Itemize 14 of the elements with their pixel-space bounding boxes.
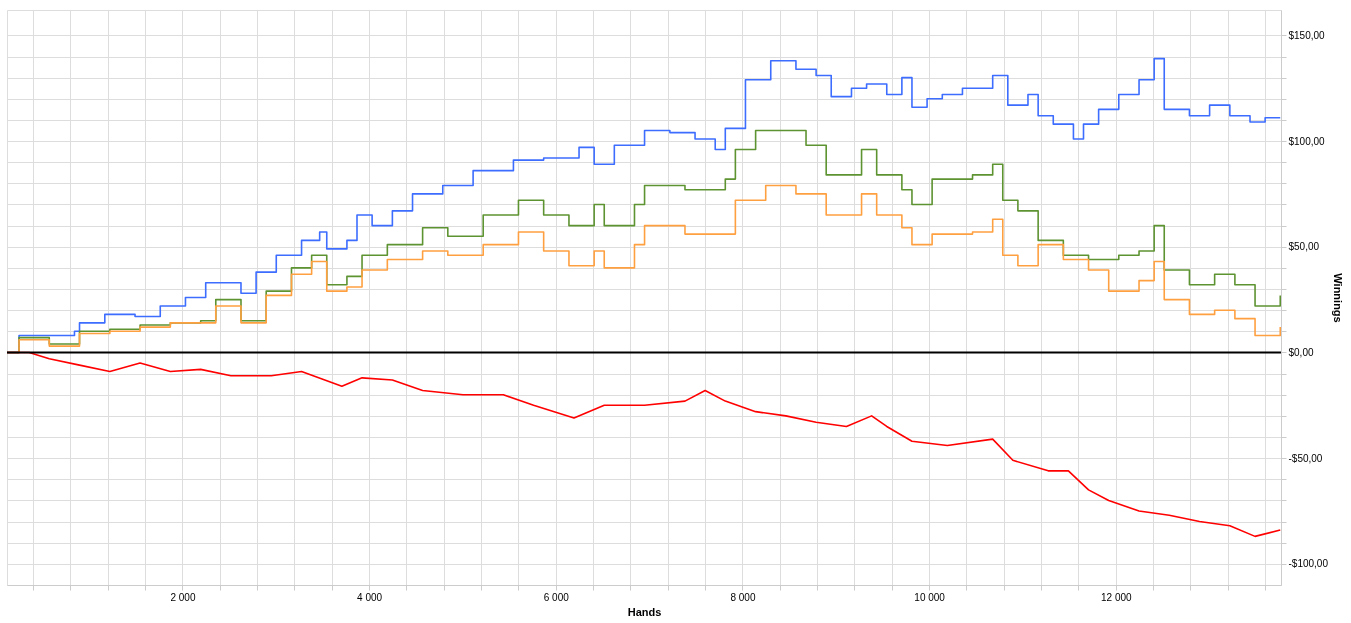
x-tick-label: 12 000 — [1101, 591, 1133, 603]
x-tick-label: 8 000 — [730, 591, 756, 603]
y-tick-label: $150,00 — [1288, 29, 1326, 41]
y-tick-label: -$50,00 — [1288, 452, 1323, 464]
x-tick-label: 6 000 — [543, 591, 570, 603]
x-axis-title: Hands — [627, 605, 662, 618]
y-tick-label: $100,00 — [1288, 135, 1326, 147]
y-tick-label: $0,00 — [1288, 346, 1314, 358]
y-tick-label: -$100,00 — [1288, 558, 1329, 570]
x-tick-label: 4 000 — [357, 591, 383, 603]
x-tick-label: 2 000 — [170, 591, 196, 603]
y-axis-title: Winnings — [1331, 273, 1344, 323]
y-tick-label: $50,00 — [1288, 241, 1320, 253]
x-tick-label: 10 000 — [914, 591, 946, 603]
